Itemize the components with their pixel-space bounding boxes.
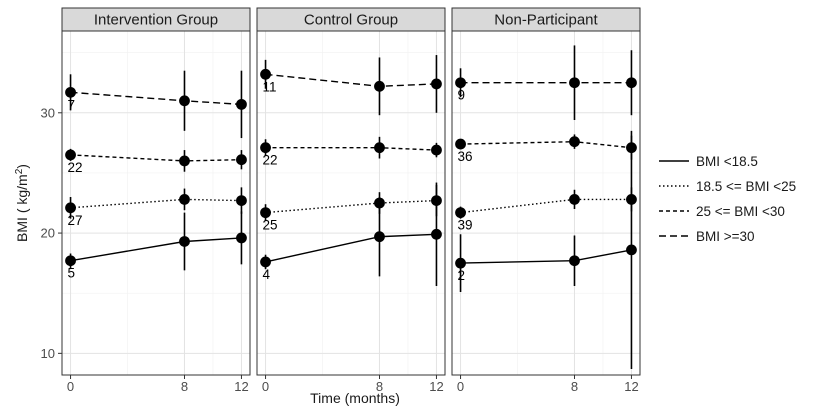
x-tick-label: 8 [571,379,578,394]
sample-size-label: 5 [68,266,76,281]
data-point [65,149,76,160]
data-point [236,195,247,206]
data-point [569,255,580,266]
data-point [569,194,580,205]
data-point [260,207,271,218]
data-point [431,79,442,90]
data-point [65,255,76,266]
x-tick-label: 12 [624,379,638,394]
data-point [455,77,466,88]
x-tick-label: 0 [67,379,74,394]
y-axis-title-close: ) [14,164,30,169]
panel-3: Non-Participant 2 39 36 9 [452,8,640,375]
data-point [65,87,76,98]
panel-2: Control Group 4 25 22 11 [257,8,445,375]
y-tick-label: 10 [41,346,55,361]
sample-size-label: 4 [263,267,271,282]
legend-label: 25 <= BMI <30 [696,204,785,219]
panel-plot-area [62,31,250,375]
sample-size-label: 22 [68,160,83,175]
data-point [569,136,580,147]
legend-item: 25 <= BMI <30 [659,204,785,219]
legend-item: BMI <18.5 [659,154,758,169]
sample-size-label: 11 [263,79,277,94]
x-tick-label: 12 [234,379,248,394]
data-point [260,142,271,153]
data-point [374,142,385,153]
y-tick-label: 20 [41,226,55,241]
data-point [374,81,385,92]
data-point [431,229,442,240]
legend-item: BMI >=30 [659,229,755,244]
data-point [260,257,271,268]
sample-size-label: 22 [263,153,278,168]
data-point [374,231,385,242]
x-tick-label: 0 [457,379,464,394]
legend-label: BMI <18.5 [696,154,758,169]
data-point [626,194,637,205]
data-point [374,198,385,209]
x-axis-title: Time (months) [310,390,400,406]
y-axis-title-main: BMI ( kg/m [14,174,30,242]
panel-title: Intervention Group [94,12,218,29]
data-point [179,236,190,247]
data-point [179,194,190,205]
y-axis: 10 20 30 [41,105,62,361]
y-tick-label: 30 [41,105,55,120]
x-tick-label: 8 [181,379,188,394]
panel-title: Control Group [304,12,398,29]
x-tick-label: 0 [262,379,269,394]
data-point [626,77,637,88]
x-tick-label: 12 [429,379,443,394]
data-point [431,145,442,156]
y-axis-title: BMI ( kg/m2) [14,164,30,242]
sample-size-label: 36 [458,149,473,164]
panel-plot-area [452,31,640,375]
data-point [455,258,466,269]
data-point [179,95,190,106]
sample-size-label: 2 [458,268,466,283]
data-point [236,154,247,165]
data-point [626,245,637,256]
data-point [236,232,247,243]
legend-label: 18.5 <= BMI <25 [696,179,796,194]
legend-label: BMI >=30 [696,229,755,244]
panel-1: Intervention Group 5 27 22 7 [62,8,250,375]
sample-size-label: 27 [68,213,83,228]
data-point [455,139,466,150]
data-point [455,207,466,218]
data-point [179,156,190,167]
sample-size-label: 25 [263,218,278,233]
data-point [65,202,76,213]
panel-plot-area [257,31,445,375]
data-point [431,195,442,206]
panel-title: Non-Participant [494,12,598,29]
data-point [236,99,247,110]
data-point [626,142,637,153]
panels-layer: Intervention Group 5 27 22 7 Control Group 4 25… [62,8,640,375]
sample-size-label: 7 [68,97,76,112]
sample-size-label: 9 [458,88,466,103]
legend: BMI <18.5 18.5 <= BMI <25 25 <= BMI <30 BMI… [659,154,796,244]
data-point [260,69,271,80]
data-point [569,77,580,88]
sample-size-label: 39 [458,218,473,233]
legend-item: 18.5 <= BMI <25 [659,179,796,194]
